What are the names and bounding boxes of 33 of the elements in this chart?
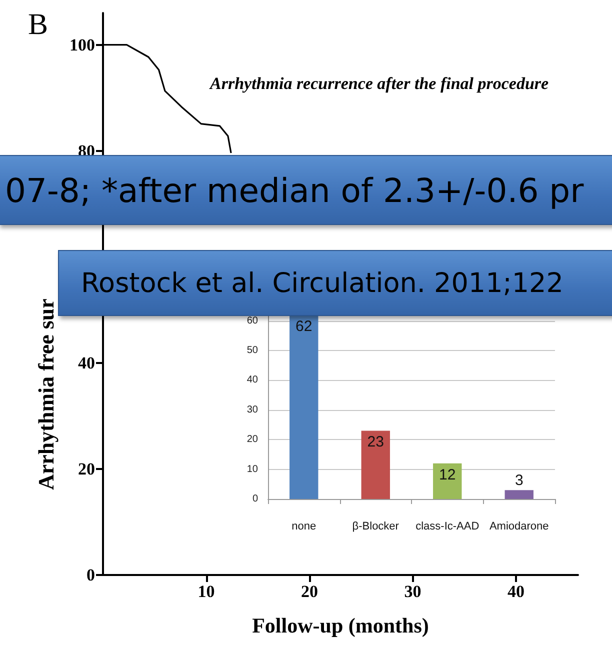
x-tick-label: class-Ic-AAD	[416, 520, 480, 532]
y-tick-label: 30	[246, 404, 258, 416]
y-tick-label: 40	[78, 353, 95, 372]
x-tick-label: 20	[301, 582, 318, 601]
y-tick-label: 60	[246, 315, 258, 326]
y-tick-label: 20	[246, 434, 258, 446]
data-label: 23	[367, 434, 384, 451]
x-tick-label: β-Blocker	[352, 520, 400, 532]
data-label: 3	[514, 472, 524, 490]
y-tick-label: 0	[86, 566, 95, 584]
annotation: Rostock et al. Circulation. 2011;122	[80, 268, 564, 298]
x-tick-label: Amiodarone	[489, 520, 549, 532]
y-tick-label: 20	[78, 459, 95, 478]
annotation: 07-8; *after median of 2.3+/-0.6 pr	[4, 170, 584, 210]
data-label: 62	[296, 318, 312, 335]
x-axis-title: Follow-up (months)	[252, 614, 429, 638]
x-tick-label: 30	[404, 582, 422, 601]
text: B	[28, 8, 48, 42]
data-label: 12	[439, 466, 456, 484]
bar	[504, 490, 534, 499]
y-tick-label: 100	[70, 35, 95, 54]
x-tick-label: none	[292, 520, 316, 532]
x-tick-label: 40	[508, 582, 525, 601]
y-axis-title: Arrhythmia free sur	[34, 298, 58, 490]
bar	[433, 463, 462, 499]
y-tick-label: 50	[246, 345, 258, 356]
x-tick-label: 10	[198, 582, 215, 601]
bar	[290, 314, 318, 499]
y-tick-label: 10	[246, 464, 258, 475]
y-tick-label: 0	[252, 494, 258, 504]
bar	[361, 430, 390, 499]
y-tick-label: 40	[246, 374, 258, 386]
text: Arrhythmia recurrence after the final procedure	[209, 74, 550, 93]
